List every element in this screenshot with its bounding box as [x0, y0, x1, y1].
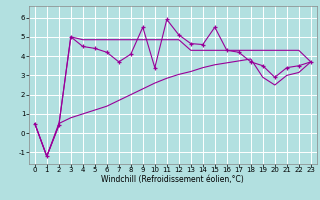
X-axis label: Windchill (Refroidissement éolien,°C): Windchill (Refroidissement éolien,°C): [101, 175, 244, 184]
